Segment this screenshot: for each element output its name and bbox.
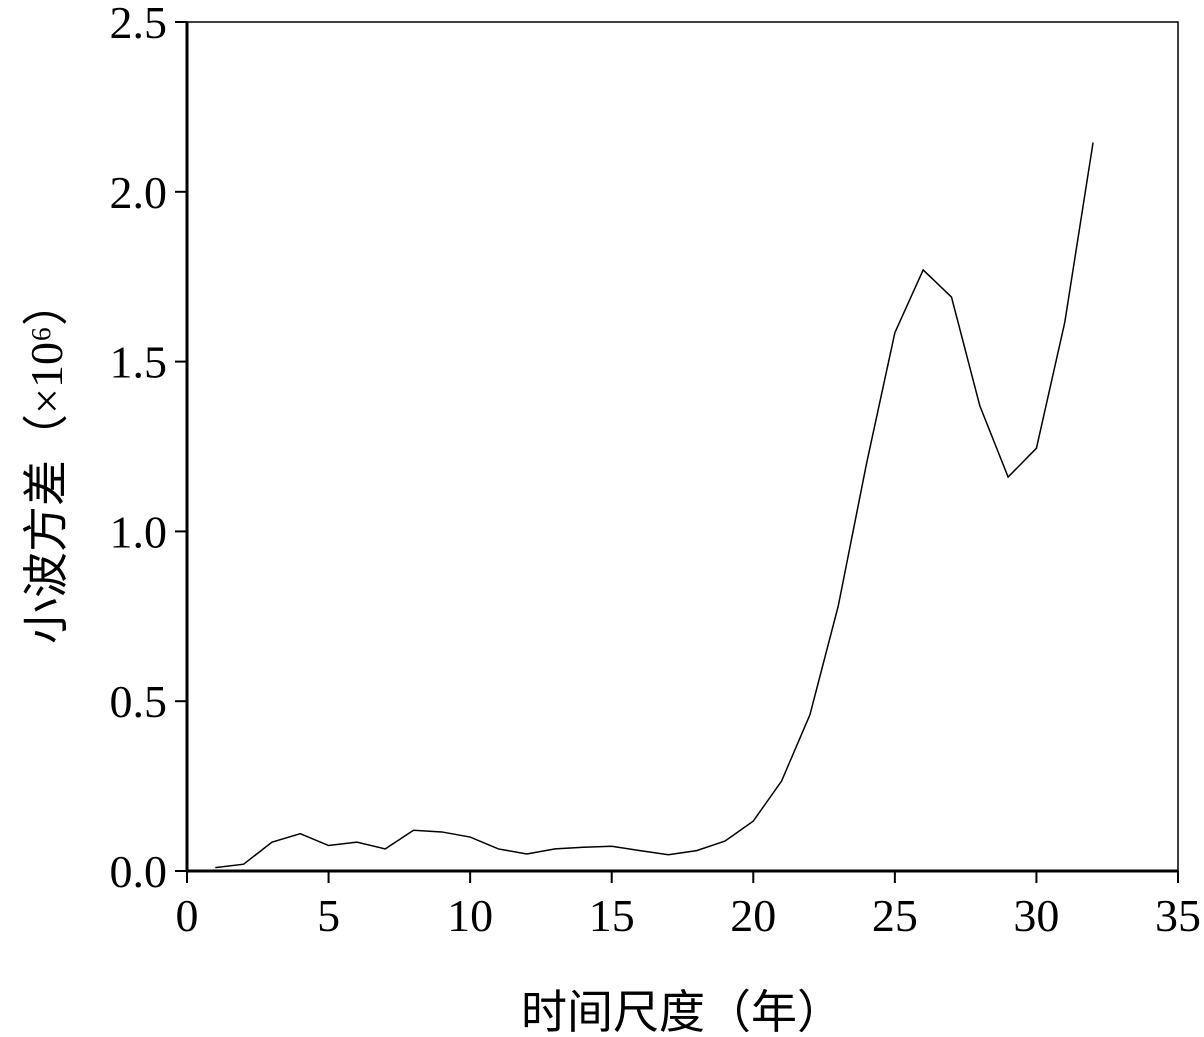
y-tick-label: 1.0: [110, 506, 168, 557]
y-tick-label: 2.0: [110, 167, 168, 218]
y-tick-label: 2.5: [110, 0, 168, 48]
plot-frame: [186, 21, 1179, 872]
x-tick-label: 30: [1013, 890, 1059, 941]
x-tick-label: 20: [730, 890, 776, 941]
x-tick-label: 0: [176, 890, 199, 941]
y-tick-label: 0.0: [110, 846, 168, 897]
x-tick-label: 25: [872, 890, 918, 941]
x-tick-label: 10: [447, 890, 493, 941]
data-line: [215, 142, 1094, 869]
y-tick-label: 1.5: [110, 337, 168, 388]
y-axis-title: 小波方差（×10⁶）: [21, 280, 72, 644]
x-tick-label: 5: [317, 890, 340, 941]
x-tick-label: 35: [1155, 890, 1201, 941]
y-tick-label: 0.5: [110, 676, 168, 727]
x-tick-label: 15: [589, 890, 635, 941]
x-axis-title: 时间尺度（年）: [521, 987, 843, 1037]
